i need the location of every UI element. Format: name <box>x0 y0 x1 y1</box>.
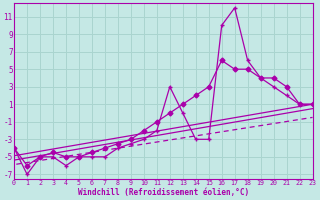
X-axis label: Windchill (Refroidissement éolien,°C): Windchill (Refroidissement éolien,°C) <box>78 188 249 197</box>
